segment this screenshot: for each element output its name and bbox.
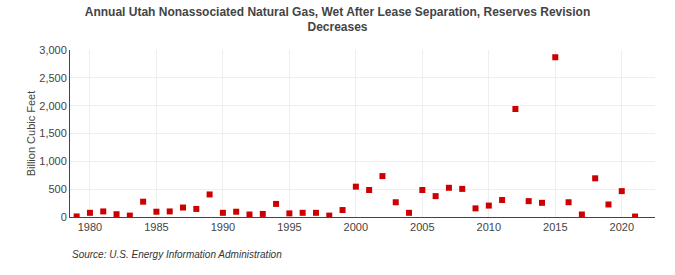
svg-text:1990: 1990 xyxy=(211,221,235,233)
svg-text:Source: U.S. Energy Informatio: Source: U.S. Energy Information Administ… xyxy=(72,249,282,260)
svg-text:2000: 2000 xyxy=(344,221,368,233)
svg-text:2015: 2015 xyxy=(543,221,567,233)
svg-text:1980: 1980 xyxy=(78,221,102,233)
svg-text:1,000: 1,000 xyxy=(39,155,67,167)
svg-text:1995: 1995 xyxy=(277,221,301,233)
svg-text:2,000: 2,000 xyxy=(39,100,67,112)
svg-text:2,500: 2,500 xyxy=(39,72,67,84)
svg-text:3,000: 3,000 xyxy=(39,44,67,56)
svg-text:0: 0 xyxy=(61,211,67,223)
svg-text:2005: 2005 xyxy=(410,221,434,233)
svg-text:Annual Utah Nonassociated Natu: Annual Utah Nonassociated Natural Gas, W… xyxy=(85,5,591,35)
svg-text:2020: 2020 xyxy=(610,221,634,233)
svg-text:1985: 1985 xyxy=(144,221,168,233)
svg-text:500: 500 xyxy=(48,183,66,195)
svg-text:2010: 2010 xyxy=(477,221,501,233)
svg-text:Billion Cubic Feet: Billion Cubic Feet xyxy=(25,91,37,177)
svg-text:1,500: 1,500 xyxy=(39,127,67,139)
